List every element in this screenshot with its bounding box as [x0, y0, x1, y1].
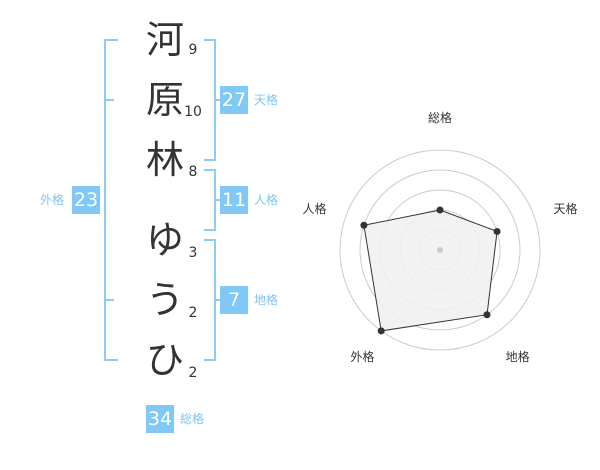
gaikaku-value: 23 [72, 186, 100, 214]
radar-center [437, 247, 443, 253]
stroke-count: 9 [188, 42, 198, 58]
name-char: う [145, 278, 184, 322]
radar-ring [339, 149, 541, 351]
radar-axis-label: 外格 [350, 349, 374, 364]
gaikaku-bracket [104, 39, 118, 361]
bracket-tick [106, 299, 114, 301]
radar-axis-label: 天格 [554, 201, 578, 216]
stroke-count: 2 [188, 305, 198, 321]
bracket-tick [214, 99, 222, 101]
radar-axis-label: 総格 [428, 110, 452, 125]
radar-area [363, 209, 498, 332]
tenkaku-label: 天格 [254, 93, 279, 107]
gaikaku-label: 外格 [40, 193, 65, 207]
radar-ring [359, 169, 521, 331]
radar-point [436, 206, 444, 214]
name-char: 原 [145, 78, 184, 122]
radar-point [493, 227, 501, 235]
radar-axis-label: 地格 [506, 349, 530, 364]
soukaku-label: 総格 [180, 412, 205, 426]
radar-point [360, 221, 368, 229]
name-char: 河 [145, 18, 184, 62]
jinkaku-label: 人格 [254, 193, 279, 207]
name-char: 林 [145, 138, 184, 182]
tenkaku-value: 27 [220, 86, 248, 114]
name-char: ひ [145, 338, 184, 382]
stroke-count: 10 [184, 104, 202, 120]
name-char: ゆ [145, 218, 184, 262]
radar-axis-label: 人格 [302, 201, 326, 216]
bracket-tick [214, 199, 222, 201]
chikaku-value: 7 [220, 286, 248, 314]
radar-point [377, 327, 385, 335]
stroke-count: 3 [188, 245, 198, 261]
bracket-tick [106, 99, 114, 101]
soukaku-value: 34 [146, 405, 174, 433]
bracket-tick [214, 299, 222, 301]
stroke-count: 2 [188, 365, 198, 381]
jinkaku-value: 11 [220, 186, 248, 214]
radar-point [483, 311, 491, 319]
stroke-count: 8 [188, 164, 198, 180]
chikaku-label: 地格 [254, 293, 279, 307]
